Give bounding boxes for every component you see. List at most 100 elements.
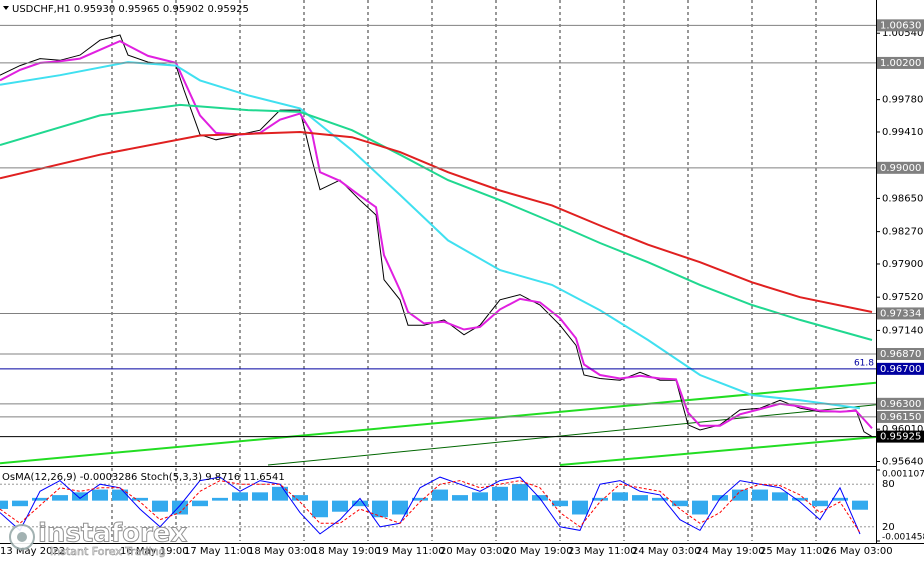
level-label: 0.96300 [880,399,921,410]
osma-bar [372,500,388,518]
level-label: 0.99000 [880,163,921,174]
moving-average [0,61,861,410]
x-tick-label: 13 May 2022 [0,546,65,557]
level-label-bg [877,19,924,32]
level-label-bg [877,56,924,69]
x-tick-label: 17 May 11:00 [184,546,253,557]
osma-bar [192,500,208,507]
y-tick-label: 0.98650 [882,193,923,204]
y-tick-label: 0.95640 [882,457,923,468]
osma-bar [332,500,348,512]
osma-bar [452,495,468,501]
osma-bar [512,484,528,501]
logo: instaforex Instant Forex Trading [9,518,188,558]
y-tick-label: 0.0011070 [882,470,924,480]
level-label: 0.96150 [880,412,921,423]
osma-bar [32,497,48,501]
osma-bar [212,497,228,501]
x-tick-label: 18 May 19:00 [312,546,381,557]
current-price-label: 0.95925 [880,432,921,443]
osma-bar [652,497,668,501]
y2-tick-label: 20 [882,522,895,533]
level-label: 0.96870 [880,349,921,360]
x-tick-label: 20 May 03:00 [440,546,509,557]
osma-bar [792,497,808,501]
osma-bar [172,500,188,515]
trendline [267,404,877,466]
logo-icon-core [17,532,27,542]
trendline [559,436,877,466]
osma-bar [612,492,628,501]
x-tick-label: 20 May 19:00 [504,546,573,557]
stochastic-line [0,480,861,533]
y-tick-label: 0.98270 [882,227,923,238]
fibo-level-label-bg [877,362,924,375]
osma-bar [592,497,608,501]
osma-bar [432,489,448,501]
x-tick-label: 16 May 19:00 [120,546,189,557]
osma-bar [132,497,148,501]
level-label: 1.00630 [880,20,921,31]
osma-bar [252,492,268,501]
osma-bar [312,500,328,518]
osma-bar [752,489,768,501]
x-tick-label: 26 May 03:00 [824,546,893,557]
osma-bar [672,500,688,507]
x-tick-label: 18 May 03:00 [248,546,317,557]
y-tick-label: 0.97140 [882,325,923,336]
x-tick-label: 25 May 11:00 [760,546,829,557]
level-label: 0.97334 [880,308,921,319]
osma-bar [552,500,568,507]
osma-bar [572,500,588,515]
y-tick-label: 0.97520 [882,292,923,303]
x-tick-label: 23 May 11:00 [568,546,637,557]
fibo-ratio: 61.8 [854,358,874,368]
osma-bar [152,500,168,512]
moving-average [0,39,873,429]
osma-bar [632,495,648,501]
osma-bar [472,492,488,501]
logo-name: instaforex [38,519,188,549]
trendline [0,381,877,465]
osma-bar [852,500,868,510]
osma-bar [72,492,88,501]
level-label-bg [877,347,924,360]
osma-bar [112,489,128,501]
osma-bar [352,500,368,507]
osma-bar [292,495,308,501]
y-tick-label: 0.96010 [882,424,923,435]
osma-bar [0,500,8,509]
osma-bar [12,500,28,507]
osma-bar [692,500,708,515]
y-tick-label: 1.00540 [882,28,923,39]
x-tick-label: 19 May 11:00 [376,546,445,557]
indicator-title: OsMA(12,26,9) -0.0003286 Stoch(5,3,3) 9.… [2,472,285,483]
y-tick-label: 0.99780 [882,95,923,106]
level-label-bg [877,397,924,410]
fibo-level-label: 0.96700 [880,364,921,375]
symbol-menu-arrow [3,6,9,10]
osma-bar [732,489,748,501]
y-tick-label: -0.001458 [882,533,924,543]
chart-title: USDCHF,H1 0.95930 0.95965 0.95902 0.9592… [12,4,249,15]
level-label-bg [877,410,924,423]
y-tick-label: 0.97900 [882,259,923,270]
osma-bar [832,497,848,501]
x-tick-label: 24 May 03:00 [632,546,701,557]
level-label-bg [877,307,924,320]
level-label: 1.00200 [880,58,921,69]
y2-tick-label: 80 [882,479,895,490]
logo-tagline: Instant Forex Trading [50,545,166,558]
osma-bar [492,486,508,501]
level-label-bg [877,161,924,174]
moving-average [0,103,873,341]
y-tick-label: 0.99410 [882,127,923,138]
osma-bar [772,492,788,501]
osma-bar [52,495,68,501]
osma-bar [392,500,408,515]
x-tick-label: 24 May 19:00 [696,546,765,557]
osma-bar [412,497,428,501]
